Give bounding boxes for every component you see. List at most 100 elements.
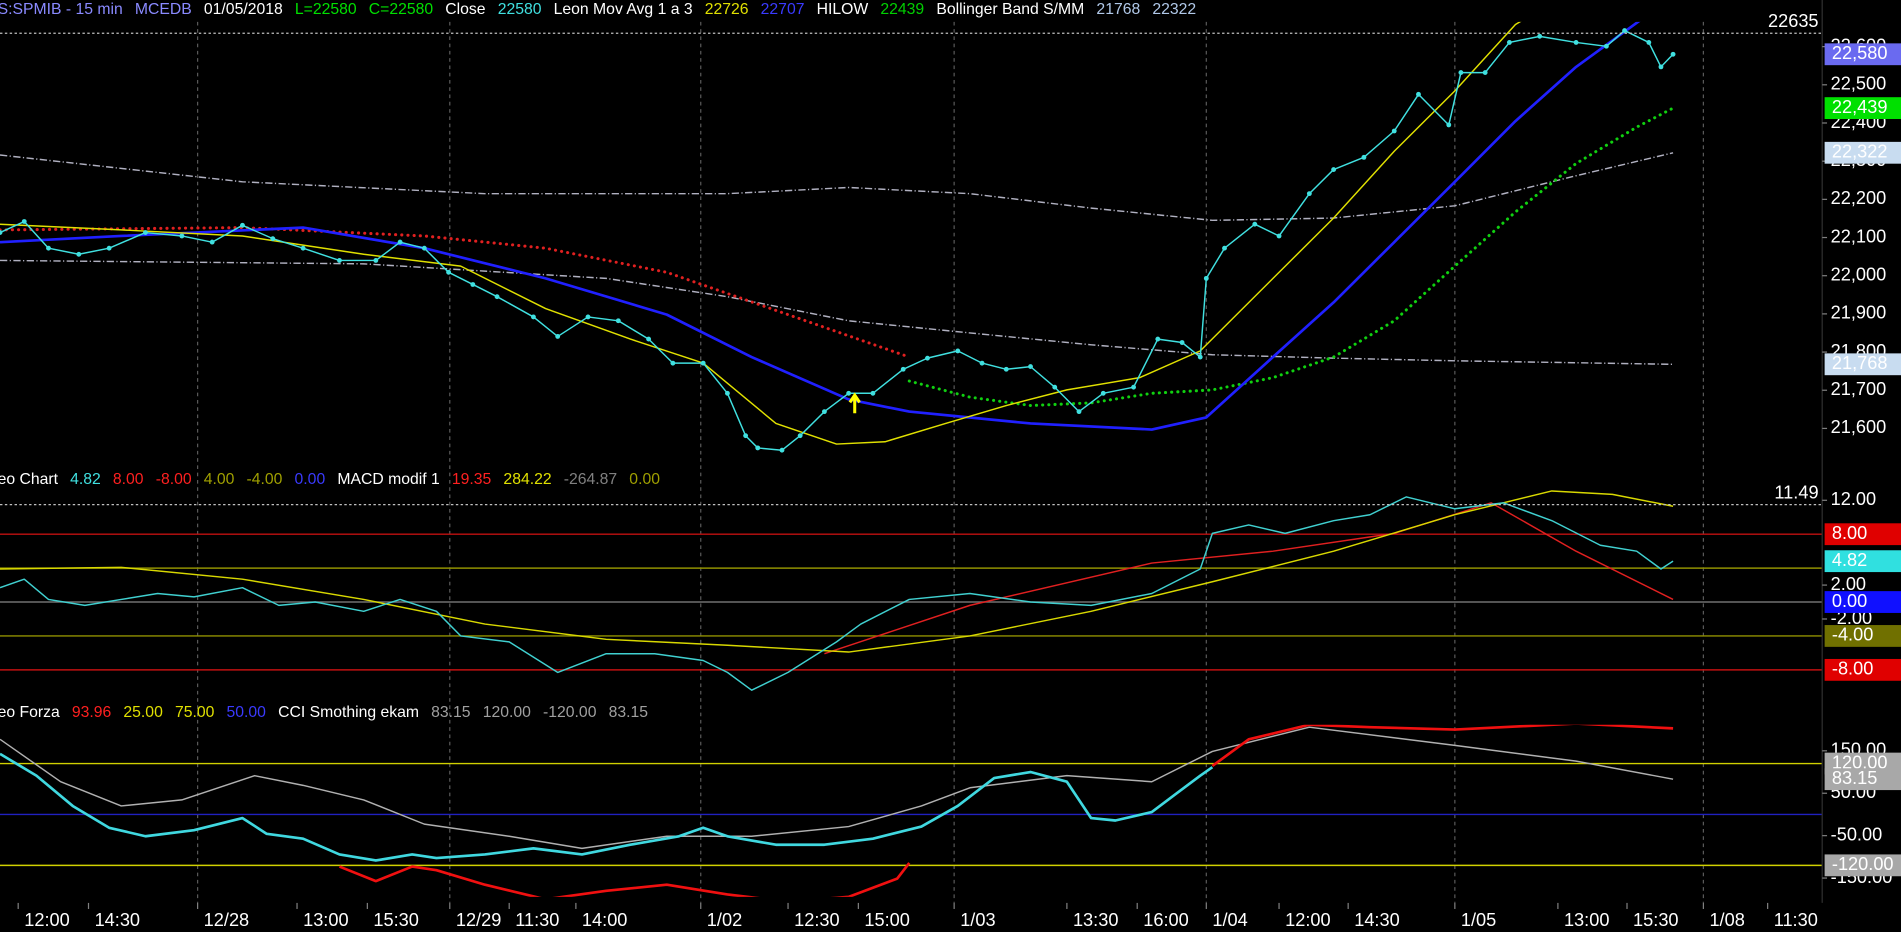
x-tick-label: 1/04	[1212, 910, 1247, 930]
y-tick-label: 22,200	[1831, 188, 1887, 208]
data-point	[615, 318, 621, 324]
value-marker-label: 22,322	[1832, 142, 1888, 162]
x-tick-label: 15:30	[373, 910, 418, 930]
y-tick-label: 21,900	[1831, 303, 1887, 323]
data-point	[421, 245, 427, 251]
value-marker-label: 22,439	[1832, 97, 1888, 117]
reference-label: 11.49	[1774, 483, 1818, 503]
data-point	[106, 245, 112, 251]
data-point	[646, 336, 652, 342]
legend-text: 22439	[880, 1, 924, 18]
data-point	[821, 409, 827, 415]
legend-text: 4.00	[204, 471, 235, 488]
legend-text: 83.15	[609, 704, 649, 721]
legend-text: 22726	[705, 1, 749, 18]
x-tick-label: 1/03	[960, 910, 995, 930]
x-tick-label: 13:00	[1564, 910, 1609, 930]
series-line	[0, 726, 1674, 850]
data-point	[700, 360, 706, 366]
data-point	[1603, 43, 1609, 49]
x-tick-label: 13:00	[303, 910, 348, 930]
data-point	[446, 269, 452, 275]
series-line	[338, 724, 1674, 897]
legend-text: 0.00	[629, 471, 660, 488]
legend-text: C=22580	[369, 1, 434, 18]
series-line	[0, 21, 1522, 445]
data-point	[1391, 128, 1397, 134]
legend-text: 01/05/2018	[204, 1, 283, 18]
y-tick-label: 22,100	[1831, 226, 1887, 246]
legend-text: 22707	[761, 1, 805, 18]
data-point	[494, 294, 500, 300]
legend-text: Leon Mov Avg 1 a 3	[554, 1, 693, 18]
y-tick-label: 12.00	[1831, 489, 1876, 509]
legend-text: 284.22	[503, 471, 551, 488]
legend-text: MCEDB	[135, 1, 192, 18]
x-tick-label: 11:30	[515, 910, 559, 930]
data-point	[743, 433, 749, 439]
data-point	[585, 314, 591, 320]
x-tick-label: 14:30	[1354, 910, 1399, 930]
data-point	[1446, 122, 1452, 128]
legend-text: eo Chart	[0, 471, 59, 488]
legend-text: 50.00	[227, 704, 267, 721]
data-point	[1252, 221, 1258, 227]
x-tick-label: 15:00	[864, 910, 909, 930]
value-marker	[1824, 523, 1901, 546]
data-point	[1658, 64, 1664, 70]
data-point	[1646, 40, 1652, 45]
data-point	[1131, 384, 1136, 390]
value-marker	[1824, 625, 1901, 647]
data-point	[555, 333, 561, 339]
data-point	[1622, 28, 1628, 34]
y-tick-label: 22,000	[1831, 265, 1887, 285]
data-point	[670, 360, 676, 366]
value-marker-label: -8.00	[1832, 659, 1873, 679]
legend-text: 120.00	[483, 704, 531, 721]
legend-text: S:SPMIB - 15 min	[0, 1, 123, 18]
series-line	[0, 29, 1674, 451]
x-tick-label: 1/02	[707, 910, 742, 930]
value-marker-label: 83.15	[1832, 768, 1877, 788]
data-point	[1458, 70, 1464, 76]
data-point	[470, 282, 476, 287]
series-line	[0, 490, 1674, 653]
x-tick-label: 15:30	[1633, 910, 1678, 930]
x-tick-label: 1/08	[1709, 910, 1744, 930]
data-point	[779, 447, 785, 453]
x-tick-label: 12:00	[24, 910, 69, 930]
x-tick-label: 1/05	[1461, 910, 1496, 930]
x-tick-label: 12/29	[456, 910, 501, 930]
value-marker	[1824, 353, 1901, 376]
y-tick-label: 2.00	[1831, 574, 1866, 594]
data-point	[1670, 51, 1676, 57]
legend-text: 75.00	[175, 704, 215, 721]
data-point	[179, 233, 185, 239]
data-point	[76, 251, 82, 257]
value-marker-label: 8.00	[1832, 523, 1867, 543]
value-marker-label: 0.00	[1832, 591, 1867, 611]
data-point	[1076, 409, 1082, 415]
legend-text: 83.15	[431, 704, 471, 721]
legend-text: L=22580	[295, 1, 357, 18]
data-point	[46, 245, 51, 251]
series-line	[0, 496, 1674, 691]
legend-text: -120.00	[543, 704, 597, 721]
legend-text: CCI Smothing ekam	[278, 704, 419, 721]
data-point	[1197, 354, 1203, 360]
y-tick-label: -50.00	[1831, 824, 1883, 844]
series-line	[0, 752, 1214, 862]
legend-text: MACD modif 1	[337, 471, 439, 488]
legend-text: 0.00	[295, 471, 326, 488]
legend-text: eo Forza	[0, 704, 60, 721]
legend-text: -264.87	[564, 471, 617, 488]
value-marker	[1824, 97, 1901, 120]
legend-text: Close	[445, 1, 486, 18]
data-point	[1052, 384, 1058, 390]
legend-text: 25.00	[123, 704, 163, 721]
data-point	[1222, 245, 1227, 251]
legend-text: 22322	[1152, 1, 1196, 18]
data-point	[21, 219, 27, 224]
value-marker	[1824, 550, 1901, 573]
